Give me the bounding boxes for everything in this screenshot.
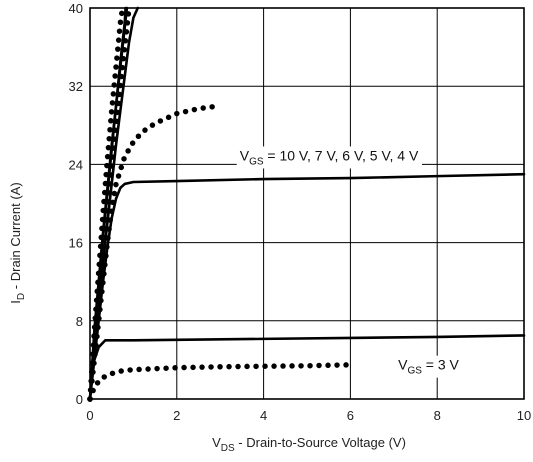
y-tick-label-0: 0 bbox=[76, 392, 83, 407]
x-tick-label-0: 0 bbox=[86, 408, 93, 423]
y-tick-label-5: 40 bbox=[69, 1, 83, 16]
series-group bbox=[87, 5, 526, 402]
x-tick-label-1: 2 bbox=[173, 408, 180, 423]
annotation-1: VGS = 3 V bbox=[398, 357, 459, 377]
y-tick-labels: 0 8 16 24 32 40 bbox=[69, 1, 83, 407]
x-tick-label-2: 4 bbox=[260, 408, 267, 423]
x-tick-labels: 0 2 4 6 8 10 bbox=[86, 408, 531, 423]
x-tick-label-5: 10 bbox=[517, 408, 531, 423]
y-tick-label-3: 24 bbox=[69, 157, 83, 172]
annotation-0: VGS = 10 V, 7 V, 6 V, 5 V, 4 V bbox=[240, 147, 419, 167]
y-axis-title: ID - Drain Current (A) bbox=[8, 182, 27, 303]
annotations: VGS = 10 V, 7 V, 6 V, 5 V, 4 V VGS = 3 V bbox=[236, 146, 463, 378]
y-tick-label-1: 8 bbox=[76, 314, 83, 329]
x-tick-label-4: 8 bbox=[434, 408, 441, 423]
plot-frame bbox=[89, 7, 525, 400]
series-line-7 bbox=[88, 334, 526, 401]
series-line-8 bbox=[87, 362, 354, 402]
series-line-6 bbox=[88, 172, 526, 401]
y-tick-label-2: 16 bbox=[69, 236, 83, 251]
x-tick-label-3: 6 bbox=[347, 408, 354, 423]
annotation-bg-1 bbox=[395, 355, 463, 378]
y-tick-label-4: 32 bbox=[69, 79, 83, 94]
annotation-bg-0 bbox=[236, 146, 422, 169]
x-axis-title: VDS - Drain-to-Source Voltage (V) bbox=[212, 435, 406, 454]
